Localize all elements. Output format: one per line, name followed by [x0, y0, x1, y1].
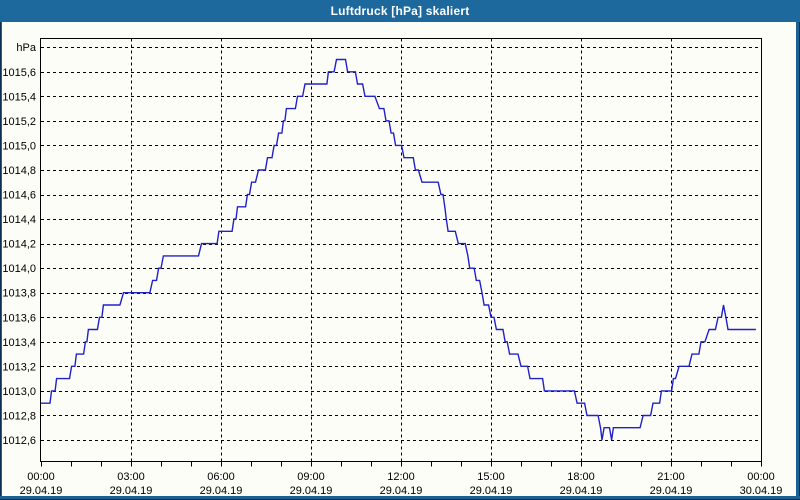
y-axis-tick-label: 1015,4 [2, 91, 36, 103]
y-axis-tick-label: 1012,8 [2, 410, 36, 422]
y-axis-tick-label: 1012,6 [2, 435, 36, 447]
y-axis-tick-label: 1014,6 [2, 190, 36, 202]
x-axis-date-label: 29.04.19 [380, 485, 423, 497]
x-axis-date-label: 29.04.19 [470, 485, 513, 497]
x-axis-time-label: 03:00 [117, 471, 145, 483]
x-axis-date-label: 29.04.19 [20, 485, 63, 497]
y-axis-tick-label: 1014,0 [2, 263, 36, 275]
x-gridlines [131, 38, 672, 462]
y-axis-tick-label: 1013,2 [2, 361, 36, 373]
x-axis-time-label: 12:00 [387, 471, 415, 483]
x-axis-date-label: 29.04.19 [200, 485, 243, 497]
window-title: Luftdruck [hPa] skaliert [330, 4, 470, 18]
window-border-bottom [0, 496, 800, 500]
x-axis-date-label: 29.04.19 [110, 485, 153, 497]
x-axis-date-label: 29.04.19 [560, 485, 603, 497]
x-axis-labels: 00:00 29.04.19 03:00 29.04.19 06:00 29.04.19 0… [20, 471, 783, 497]
y-axis-tick-label: 1013,6 [2, 312, 36, 324]
x-axis-time-label: 18:00 [567, 471, 595, 483]
y-axis-tick-label: 1015,6 [2, 67, 36, 79]
x-axis-time-label: 15:00 [477, 471, 505, 483]
x-axis-time-label: 21:00 [657, 471, 685, 483]
y-axis-tick-label: 1015,0 [2, 140, 36, 152]
window-border-left [0, 22, 2, 500]
y-axis-labels: hPa 1015,6 1015,4 1015,2 1015,0 1014,8 1014,6 1… [2, 42, 37, 447]
pressure-line [41, 58, 756, 441]
x-axis-time-label: 00:00 [27, 471, 55, 483]
x-axis-time-label: 06:00 [207, 471, 235, 483]
title-bar: Luftdruck [hPa] skaliert [0, 0, 800, 22]
x-axis-date-label: 30.04.19 [740, 485, 783, 497]
x-axis-ticks [41, 461, 762, 467]
x-axis-time-label: 00:00 [747, 471, 775, 483]
x-axis-time-label: 09:00 [297, 471, 325, 483]
x-axis-date-label: 29.04.19 [290, 485, 333, 497]
y-axis-tick-label: 1014,8 [2, 165, 36, 177]
y-axis-tick-label: 1013,4 [2, 337, 36, 349]
x-axis-date-label: 29.04.19 [650, 485, 693, 497]
y-axis-unit-label: hPa [16, 42, 36, 54]
y-axis-tick-label: 1013,8 [2, 288, 36, 300]
window-border-right [796, 22, 800, 500]
y-axis-tick-label: 1013,0 [2, 386, 36, 398]
y-axis-tick-label: 1014,2 [2, 239, 36, 251]
y-axis-tick-label: 1014,4 [2, 214, 36, 226]
y-axis-tick-label: 1015,2 [2, 116, 36, 128]
